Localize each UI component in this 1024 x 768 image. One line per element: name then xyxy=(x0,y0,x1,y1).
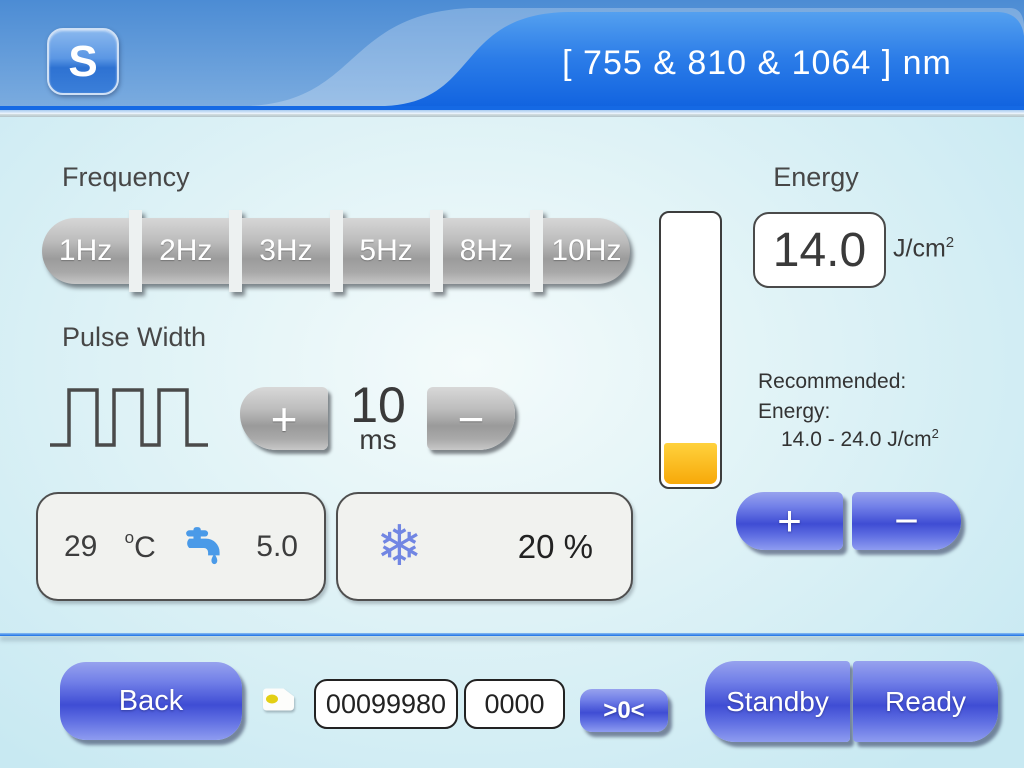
temperature-unit: oC xyxy=(124,528,156,564)
ready-button[interactable]: Ready xyxy=(853,661,998,742)
frequency-selector: 1Hz 2Hz 3Hz 5Hz 8Hz 10Hz xyxy=(42,210,631,292)
header-bottom-shadow xyxy=(0,114,1024,117)
shot-counter-total: 00099980 xyxy=(314,679,458,729)
frequency-separator xyxy=(229,210,243,292)
footer-divider xyxy=(0,633,1024,636)
cooling-level-status: ❄ 20 % xyxy=(336,492,633,601)
energy-unit: J/cm2 xyxy=(893,234,955,263)
frequency-option-8hz[interactable]: 8Hz xyxy=(442,218,530,284)
frequency-separator xyxy=(429,210,443,292)
recommended-energy-range: 14.0 - 24.0 J/cm2 xyxy=(781,426,939,451)
frequency-label: Frequency xyxy=(62,162,190,192)
pulse-width-unit: ms xyxy=(359,424,397,455)
energy-decrease-button[interactable]: − xyxy=(852,492,961,550)
pulse-width-label: Pulse Width xyxy=(62,322,207,352)
wavelength-title: [ 755 & 810 & 1064 ] nm xyxy=(562,44,952,82)
header: S [ 755 & 810 & 1064 ] nm xyxy=(0,0,1024,117)
back-button[interactable]: Back xyxy=(60,662,242,740)
frequency-option-1hz[interactable]: 1Hz xyxy=(42,218,130,284)
energy-value: 14.0 xyxy=(772,223,867,277)
standby-button[interactable]: Standby xyxy=(705,661,850,742)
pulse-waveform-icon xyxy=(50,388,208,447)
counter-card-icon xyxy=(263,688,294,711)
header-bottom-line xyxy=(0,106,1024,110)
energy-gauge-fill xyxy=(664,442,717,484)
pulse-width-decrease-button[interactable]: − xyxy=(427,387,515,450)
app-logo-button[interactable]: S xyxy=(47,28,119,95)
app-logo-letter: S xyxy=(68,36,98,86)
energy-increase-button[interactable]: + xyxy=(736,492,843,550)
recommended-energy-label: Energy: xyxy=(758,400,831,423)
shot-counter-session: 0000 xyxy=(464,679,565,729)
cooling-level-value: 20 % xyxy=(517,527,593,565)
water-temperature-status: 29 oC 5.0 xyxy=(36,492,326,601)
frequency-option-5hz[interactable]: 5Hz xyxy=(342,218,430,284)
energy-value-display: 14.0 xyxy=(753,212,886,288)
frequency-separator xyxy=(529,210,543,292)
header-swoosh-graphic xyxy=(0,0,1024,106)
pulse-width-value: 10 xyxy=(350,377,406,433)
frequency-separator xyxy=(329,210,343,292)
temperature-value: 29 xyxy=(64,529,98,563)
energy-label: Energy xyxy=(773,162,859,192)
recommended-title: Recommended: xyxy=(758,370,907,393)
frequency-separator xyxy=(129,210,143,292)
water-flow-value: 5.0 xyxy=(256,529,298,563)
frequency-option-3hz[interactable]: 3Hz xyxy=(242,218,330,284)
water-faucet-icon xyxy=(186,526,220,564)
frequency-option-2hz[interactable]: 2Hz xyxy=(142,218,230,284)
pulse-width-increase-button[interactable]: + xyxy=(240,387,328,450)
frequency-option-10hz[interactable]: 10Hz xyxy=(542,218,631,284)
counter-reset-button[interactable]: >0< xyxy=(580,689,668,732)
energy-gauge xyxy=(659,211,722,489)
header-bottom-highlight xyxy=(0,110,1024,114)
snowflake-icon: ❄ xyxy=(376,513,423,579)
